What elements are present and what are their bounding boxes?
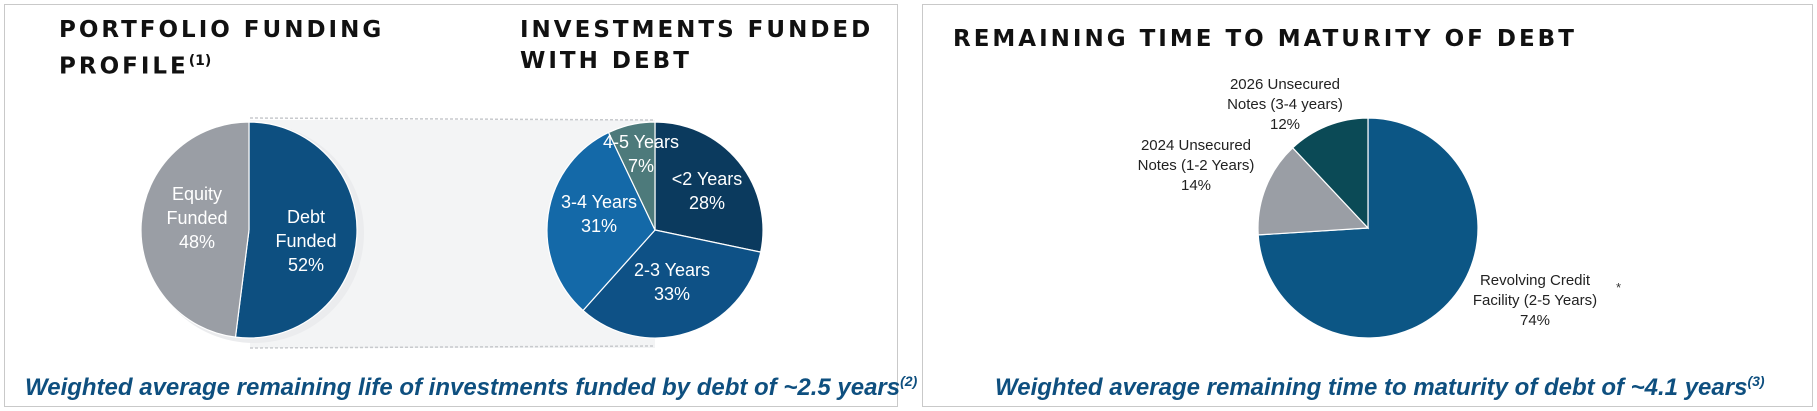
- pie-label-debt-funded: Debt Funded 52%: [275, 207, 336, 275]
- pie-slice-2-3-years: [582, 229, 762, 339]
- right-footnote-text: Weighted average remaining time to matur…: [995, 374, 1748, 401]
- pie-slice-2024-unsecured-notes-1-2-years: [1257, 146, 1370, 236]
- left-footnote-text: Weighted average remaining life of inves…: [25, 374, 901, 401]
- investments-funded-with-debt-pie: <2 Years 28% 2-3 Years 33% 3-4 Years 31% 4-5 Y…: [546, 121, 764, 339]
- pie-slice-2026-unsecured-notes-3-4-years: [1291, 117, 1369, 230]
- asterisk-note-mark: *: [1616, 280, 1621, 295]
- pie-slice-debt-funded: [234, 121, 358, 339]
- connector-bottom-line: [249, 345, 656, 349]
- connector-top-line: [249, 117, 656, 121]
- connector-shade: [250, 120, 655, 348]
- pie-label-2024-unsecured-notes-1-2-years: 2024 Unsecured Notes (1-2 Years) 14%: [1138, 137, 1255, 194]
- portfolio-funding-pie: Debt Funded 52% Equity Funded 48%: [140, 121, 364, 343]
- investments-debt-title: INVESTMENTS FUNDED WITH DEBT: [520, 15, 873, 77]
- maturity-title: REMAINING TIME TO MATURITY OF DEBT: [953, 26, 1577, 52]
- portfolio-funding-footnote-ref: (1): [188, 53, 212, 69]
- pie-label-2026-unsecured-notes-3-4-years: 2026 Unsecured Notes (3-4 years) 12%: [1227, 76, 1343, 133]
- pie-slice-2-years: [654, 121, 764, 253]
- right-footnote: Weighted average remaining time to matur…: [995, 373, 1765, 402]
- pie-label-3-4-years: 3-4 Years 31%: [561, 192, 637, 236]
- pie-label-revolving-credit-facility-2-5-years: Revolving Credit Facility (2-5 Years) 74%: [1473, 272, 1597, 329]
- pie-label-4-5-years: 4-5 Years 7%: [603, 132, 679, 176]
- portfolio-funding-title: PORTFOLIO FUNDING PROFILE(1): [59, 15, 384, 83]
- pie-slice-4-5-years: [607, 121, 656, 231]
- debt-maturity-pie: Revolving Credit Facility (2-5 Years) 74% 2…: [1138, 76, 1597, 339]
- pie-label-2-years: <2 Years 28%: [672, 169, 743, 213]
- left-footnote-ref: (2): [900, 373, 918, 389]
- investments-debt-title-line2: WITH DEBT: [520, 48, 692, 74]
- pie-slice-equity-funded: [140, 121, 250, 338]
- right-footnote-ref: (3): [1747, 373, 1765, 389]
- pie-connector: [249, 117, 656, 349]
- portfolio-funding-title-line1: PORTFOLIO FUNDING: [59, 17, 385, 43]
- investments-debt-title-line1: INVESTMENTS FUNDED: [520, 17, 874, 43]
- left-footnote: Weighted average remaining life of inves…: [25, 373, 917, 402]
- portfolio-funding-title-line2: PROFILE: [59, 53, 189, 80]
- pie-label-2-3-years: 2-3 Years 33%: [634, 260, 710, 304]
- pie-slice-3-4-years: [546, 131, 656, 312]
- pie-label-equity-funded: Equity Funded 48%: [166, 184, 227, 252]
